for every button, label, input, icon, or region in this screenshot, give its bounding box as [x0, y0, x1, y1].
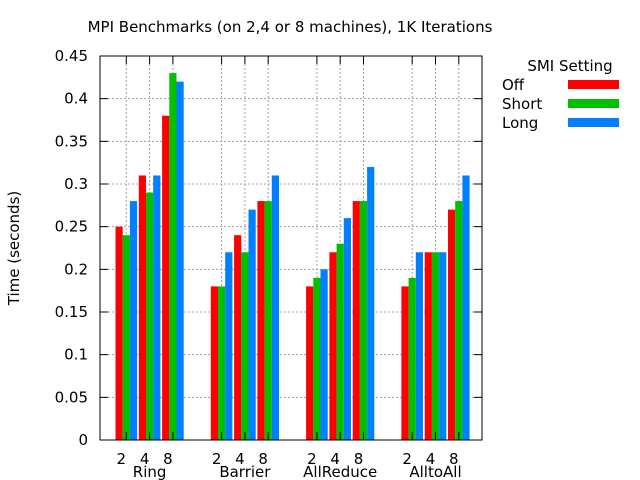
legend-swatch-long — [568, 118, 619, 127]
y-tick-label: 0.1 — [64, 346, 88, 364]
bar-alltoall-8-long — [462, 175, 470, 440]
chart-title: MPI Benchmarks (on 2,4 or 8 machines), 1… — [88, 18, 493, 36]
legend-label-long: Long — [502, 114, 538, 132]
bar-allreduce-8-off — [352, 201, 360, 440]
bar-allreduce-4-short — [336, 243, 344, 440]
y-tick-label: 0.2 — [64, 260, 88, 278]
legend-swatch-off — [568, 80, 619, 89]
bar-ring-8-long — [176, 81, 184, 440]
x-group-label: Barrier — [219, 463, 271, 480]
bar-allreduce-2-short — [313, 277, 321, 440]
x-group-label: AlltoAll — [409, 463, 461, 480]
bar-barrier-4-long — [248, 209, 256, 440]
y-axis: 0 0.05 0.1 0.15 0.2 0.25 0.3 0.35 0.4 0.45 — [55, 47, 482, 449]
x-tick-label-machines: 4 — [426, 450, 436, 468]
x-tick-label-machines: 8 — [163, 450, 173, 468]
x-tick-label-machines: 2 — [117, 450, 127, 468]
bar-allreduce-4-long — [343, 218, 351, 440]
bar-barrier-8-short — [264, 201, 272, 440]
bar-allreduce-8-short — [359, 201, 368, 440]
x-tick-label-machines: 4 — [235, 450, 245, 468]
bar-alltoall-2-off — [401, 286, 409, 440]
bar-ring-2-long — [129, 201, 138, 440]
bar-allreduce-2-off — [306, 286, 314, 440]
bar-ring-4-long — [153, 175, 161, 440]
bars — [115, 73, 470, 441]
bar-alltoall-2-short — [408, 277, 416, 440]
plot-frame — [99, 55, 483, 441]
bar-ring-8-off — [162, 115, 170, 440]
x-tick-label-machines: 4 — [140, 450, 150, 468]
y-tick-label: 0.35 — [55, 132, 88, 150]
bar-barrier-8-long — [271, 175, 279, 440]
legend-title: SMI Setting — [527, 57, 612, 75]
y-axis-label: Time (seconds) — [5, 191, 23, 307]
bar-barrier-4-off — [234, 235, 242, 440]
y-tick-label: 0.25 — [55, 218, 88, 236]
bar-ring-2-short — [122, 235, 130, 440]
x-group-label: AllReduce — [303, 463, 377, 480]
x-tick-label-machines: 8 — [258, 450, 268, 468]
x-tick-label-machines: 8 — [449, 450, 459, 468]
bar-alltoall-4-short — [431, 252, 440, 440]
bar-ring-2-off — [115, 226, 123, 440]
x-tick-label-machines: 8 — [354, 450, 364, 468]
x-tick-label-machines: 2 — [212, 450, 222, 468]
bar-allreduce-8-long — [367, 166, 375, 440]
x-group-label: Ring — [133, 463, 167, 480]
bar-alltoall-8-short — [455, 201, 463, 440]
y-tick-label: 0 — [78, 431, 88, 449]
y-tick-label: 0.3 — [64, 175, 88, 193]
bar-ring-4-off — [138, 175, 146, 440]
legend-label-off: Off — [502, 76, 525, 94]
x-tick-label-machines: 2 — [402, 450, 412, 468]
y-tick-label: 0.15 — [55, 303, 88, 321]
x-tick-label-machines: 4 — [330, 450, 340, 468]
bar-allreduce-4-off — [329, 252, 337, 440]
bar-alltoall-2-long — [415, 252, 423, 440]
legend-label-short: Short — [502, 95, 542, 113]
bar-barrier-2-off — [210, 286, 218, 440]
y-tick-label: 0.05 — [55, 388, 88, 406]
bar-ring-4-short — [146, 192, 154, 440]
bar-barrier-8-off — [257, 201, 265, 440]
x-tick-label-machines: 2 — [307, 450, 317, 468]
bar-barrier-4-short — [241, 252, 249, 440]
legend-swatch-short — [568, 99, 619, 108]
bar-barrier-2-long — [225, 252, 233, 440]
bar-ring-8-short — [169, 73, 177, 441]
y-tick-label: 0.4 — [64, 90, 88, 108]
bar-barrier-2-short — [218, 286, 226, 440]
bar-alltoall-4-long — [439, 252, 447, 440]
bar-alltoall-8-off — [448, 209, 456, 440]
bar-allreduce-2-long — [320, 269, 328, 440]
bar-alltoall-4-off — [424, 252, 432, 440]
y-tick-label: 0.45 — [55, 47, 88, 65]
